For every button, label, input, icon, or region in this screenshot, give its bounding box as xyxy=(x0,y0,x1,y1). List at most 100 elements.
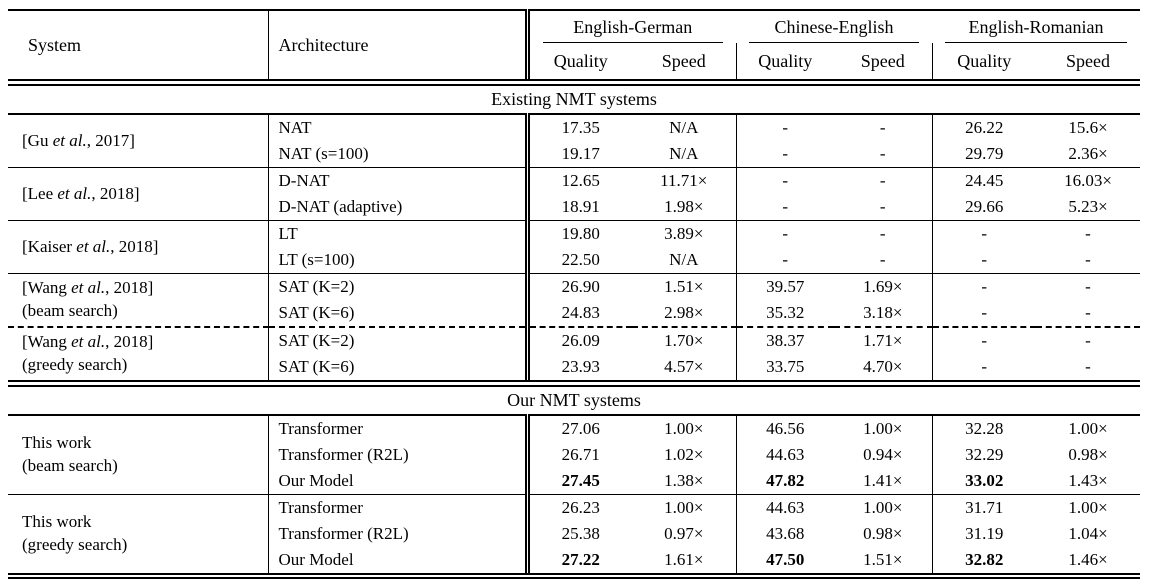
quality-cell: 18.91 xyxy=(561,197,600,216)
speed-cell: 15.6× xyxy=(1036,113,1141,141)
quality-cell: - xyxy=(736,167,834,194)
architecture-cell: Transformer (R2L) xyxy=(268,442,530,468)
quality-cell: 23.93 xyxy=(561,357,600,376)
speed-cell: 1.43× xyxy=(1068,471,1108,490)
system-cell: [Lee et al., 2018] xyxy=(8,167,269,221)
quality-cell: 29.79 xyxy=(965,144,1004,163)
speed-cell: 1.69× xyxy=(834,273,933,300)
quality-cell: - xyxy=(981,303,988,322)
table-row: [Gu et al., 2017] NAT 17.35 N/A - -26.22 15.6× xyxy=(8,113,1141,168)
quality-cell: 26.23 xyxy=(527,494,632,521)
quality-cell: 35.32 xyxy=(766,303,805,322)
column-group-chinese-english: Chinese-English xyxy=(736,10,932,43)
speed-cell: - xyxy=(834,113,933,141)
system-line: [Kaiser et al., 2018] xyxy=(22,236,159,256)
system-line: [Wang et al., 2018] xyxy=(22,278,154,298)
quality-cell: 43.68 xyxy=(766,524,805,543)
column-header-speed: Speed xyxy=(1066,50,1110,71)
quality-cell: 17.35 xyxy=(527,113,632,141)
speed-cell: 1.61× xyxy=(632,547,737,576)
table-row: D-NAT (adaptive) 18.91 1.98× - - 29.66 5.23× xyxy=(8,194,1140,221)
architecture-cell: LT xyxy=(268,220,530,247)
column-header-quality: Quality xyxy=(957,50,1012,71)
system-line: (beam search) xyxy=(22,456,118,475)
speed-cell: 1.00× xyxy=(834,494,933,521)
quality-cell: 38.37 xyxy=(736,326,834,354)
architecture-cell: D-NAT xyxy=(268,167,530,194)
system-cell: [Gu et al., 2017] xyxy=(8,113,269,168)
speed-cell: 3.18× xyxy=(834,300,933,327)
quality-cell: - xyxy=(932,220,1036,247)
quality-cell: 31.19 xyxy=(965,524,1004,543)
quality-cell: 27.45 xyxy=(561,471,600,490)
speed-cell: 1.00× xyxy=(632,494,737,521)
system-line: [Lee et al., 2018] xyxy=(22,183,140,203)
column-header-architecture: Architecture xyxy=(268,10,530,83)
speed-cell: N/A xyxy=(632,113,737,141)
speed-cell: 1.00× xyxy=(1036,414,1141,442)
speed-cell: N/A xyxy=(632,141,737,168)
architecture-cell: Transformer xyxy=(268,494,530,521)
speed-cell: 1.98× xyxy=(632,194,737,221)
speed-cell: 1.41× xyxy=(834,468,933,495)
speed-cell: - xyxy=(834,247,933,274)
quality-cell: 44.63 xyxy=(736,494,834,521)
speed-cell: 1.04× xyxy=(1068,524,1108,543)
column-group-english-romanian: English-Romanian xyxy=(932,10,1140,43)
column-header-system: System xyxy=(8,10,269,83)
quality-cell: - xyxy=(782,197,789,216)
architecture-cell: SAT (K=6) xyxy=(268,354,530,384)
quality-cell: 25.38 xyxy=(561,524,600,543)
architecture-cell: Transformer (R2L) xyxy=(268,521,530,547)
header-row-subcolumns: Quality Speed Quality Speed Quality Spee… xyxy=(8,43,1140,83)
system-line: (greedy search) xyxy=(22,355,128,374)
section-header-row: Our NMT systems xyxy=(8,380,1141,416)
architecture-cell: SAT (K=2) xyxy=(268,326,530,354)
quality-cell: - xyxy=(981,250,988,269)
architecture-cell: Our Model xyxy=(268,468,530,495)
architecture-cell: NAT (s=100) xyxy=(268,141,530,168)
quality-cell: 19.80 xyxy=(527,220,632,247)
table-row: SAT (K=6) 24.83 2.98× 35.32 3.18× - - xyxy=(8,300,1140,327)
speed-cell: - xyxy=(834,167,933,194)
speed-cell: - xyxy=(1085,357,1091,376)
quality-cell: 29.66 xyxy=(965,197,1004,216)
table-row: LT (s=100) 22.50 N/A - - - - xyxy=(8,247,1140,274)
speed-cell: 0.98× xyxy=(1068,445,1108,464)
table-header: System Architecture English-German Chine… xyxy=(8,10,1140,83)
group-label: English-Romanian xyxy=(945,15,1128,43)
section-header-row: Existing NMT systems xyxy=(8,79,1141,115)
quality-cell: - xyxy=(932,326,1036,354)
quality-cell: - xyxy=(932,273,1036,300)
system-cell: This work (beam search) xyxy=(8,414,269,495)
group-label: Chinese-English xyxy=(749,15,919,43)
system-line: This work xyxy=(22,433,92,453)
speed-cell: 0.94× xyxy=(834,442,933,468)
speed-cell: 1.71× xyxy=(834,326,933,354)
table-row: Our Model 27.22 1.61× 47.50 1.51× 32.82 1.46× xyxy=(8,547,1140,576)
speed-cell: 1.51× xyxy=(834,547,933,576)
quality-cell: - xyxy=(736,220,834,247)
architecture-cell: NAT xyxy=(268,113,530,141)
column-header-speed: Speed xyxy=(834,43,933,83)
speed-cell: 1.00× xyxy=(1036,494,1141,521)
speed-cell: - xyxy=(1036,220,1141,247)
table-row: [Lee et al., 2018] D-NAT 12.65 11.71× - -24.4… xyxy=(8,167,1141,221)
table-row: Our Model 27.45 1.38× 47.82 1.41× 33.02 1.43× xyxy=(8,468,1140,495)
speed-cell: 1.00× xyxy=(632,414,737,442)
quality-cell: 26.09 xyxy=(527,326,632,354)
table-row: SAT (K=6) 23.93 4.57× 33.75 4.70× - - xyxy=(8,354,1140,384)
quality-cell: 33.02 xyxy=(965,471,1004,490)
results-table: System Architecture English-German Chine… xyxy=(8,9,1141,579)
quality-cell: - xyxy=(736,113,834,141)
speed-cell: 1.00× xyxy=(834,414,933,442)
quality-cell: 32.28 xyxy=(932,414,1036,442)
speed-cell: 2.36× xyxy=(1068,144,1108,163)
quality-cell: 27.06 xyxy=(527,414,632,442)
system-line: [Gu et al., 2017] xyxy=(22,130,135,150)
table-row: Transformer (R2L) 25.38 0.97× 43.68 0.98× 31.… xyxy=(8,521,1140,547)
quality-cell: 47.82 xyxy=(766,471,805,490)
column-header-quality: Quality xyxy=(553,50,608,71)
speed-cell: - xyxy=(834,141,933,168)
system-cell: This work (greedy search) xyxy=(8,494,269,576)
